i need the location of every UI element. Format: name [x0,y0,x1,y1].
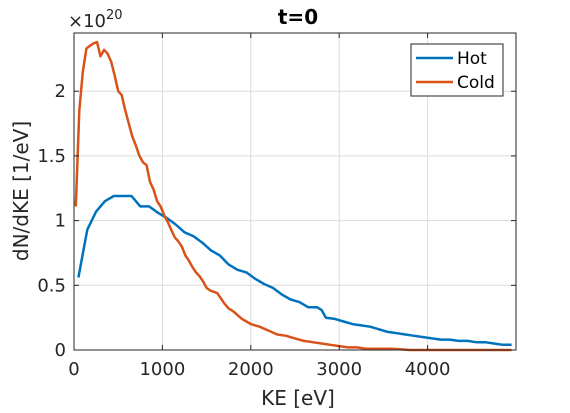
series-line-hot [77,194,512,347]
legend: Hot Cold [410,43,504,97]
x-tick-label: 4000 [405,359,451,380]
y-tick-label: 2 [55,81,66,102]
y-tick-label: 1 [55,211,66,232]
y-axis-label: dN/dKE [1/eV] [9,121,33,261]
x-axis-label: KE [eV] [261,386,335,410]
x-tick-label: 1000 [139,359,185,380]
legend-label-hot: Hot [457,49,487,69]
y-tick-label: 0 [55,340,66,361]
y-tick-label: 0.5 [37,275,66,296]
legend-box [410,43,504,97]
x-tick-label: 3000 [316,359,362,380]
chart-title: t=0 [278,5,318,29]
axis-ticks [73,33,516,351]
y-exponent-power: 20 [106,8,123,23]
y-tick-label: 1.5 [37,146,66,167]
y-exponent-base: ×10 [68,11,106,32]
x-tick-label: 0 [68,359,79,380]
tick-labels: 0 1000 2000 3000 4000 0 0.5 1 1.5 2 [37,81,450,380]
plot-frame [73,32,517,351]
y-exponent-label: ×1020 [68,8,123,32]
series-line-cold [74,40,512,352]
series-layer [74,40,512,352]
x-tick-label: 2000 [228,359,274,380]
legend-label-cold: Cold [457,73,495,93]
